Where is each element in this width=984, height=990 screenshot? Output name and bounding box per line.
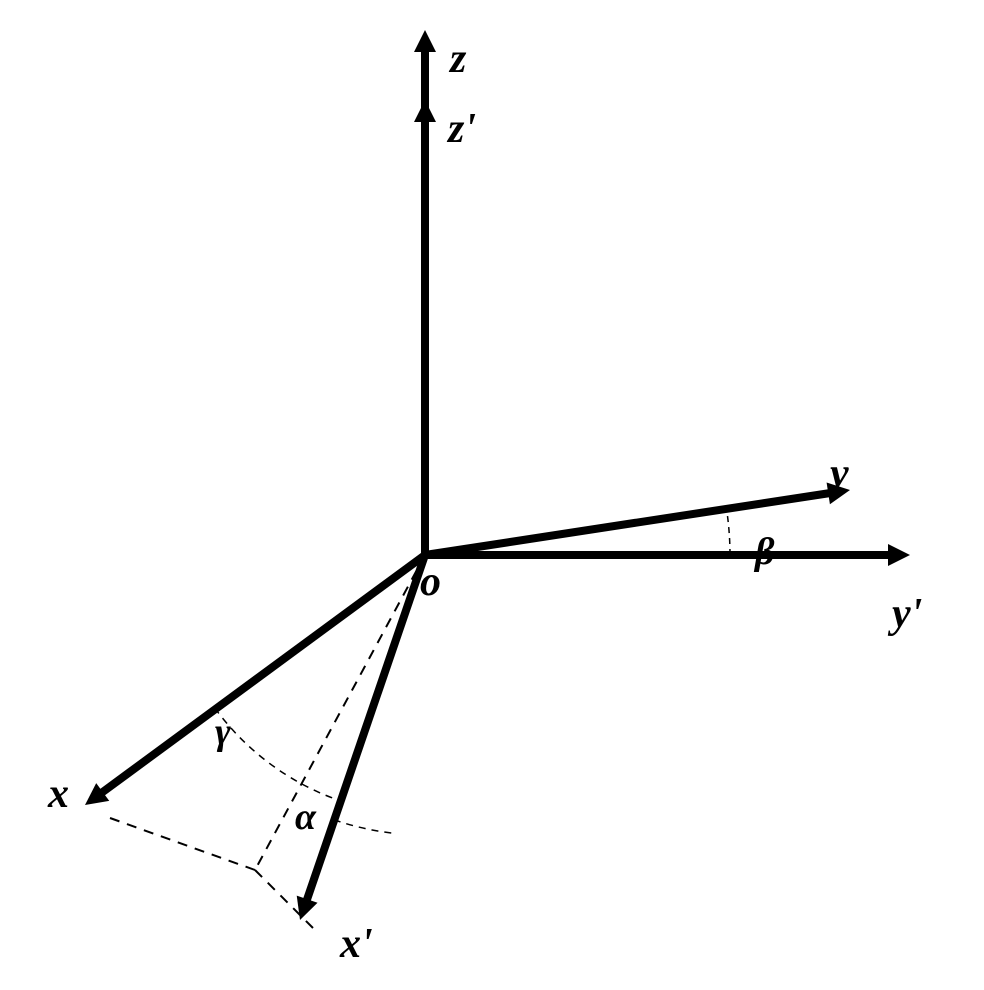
axis-label-y: y (830, 450, 849, 498)
angle-label-alpha: α (295, 795, 316, 839)
axis-label-zp: z' (448, 105, 476, 153)
axis-label-yp: y' (892, 590, 922, 638)
angle-label-gamma: γ (215, 710, 231, 754)
axis-label-xp: x' (340, 920, 373, 968)
axis-label-z: z (450, 35, 466, 83)
origin-label: o (420, 558, 441, 606)
axis-label-x: x (48, 770, 69, 818)
coordinate-diagram: z z' y' y x x' o β γ α (0, 0, 984, 985)
angle-label-beta: β (755, 530, 774, 574)
